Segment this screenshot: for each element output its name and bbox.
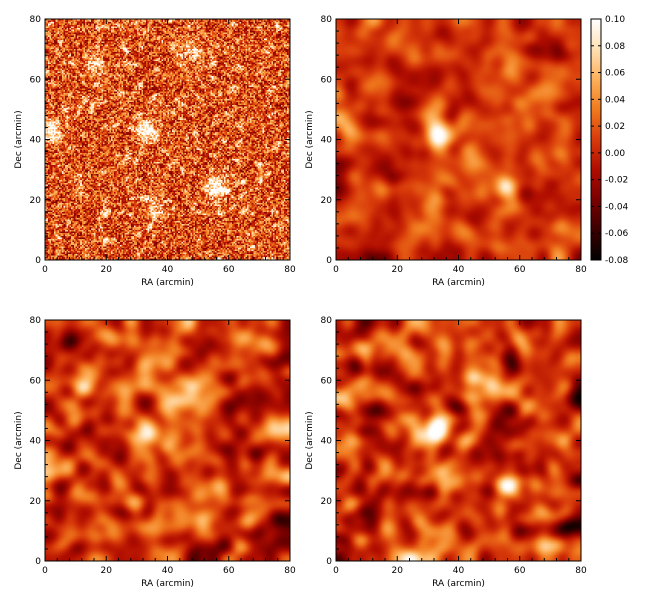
x-tick-label: 80 bbox=[575, 265, 587, 275]
map-panel-top-right: 0 20 40 60 80 0 20 40 60 80 RA (arcmin) Dec (arcmin… bbox=[305, 15, 587, 288]
y-tick-label: 60 bbox=[321, 75, 333, 85]
y-axis-label: Dec (arcmin) bbox=[305, 411, 315, 469]
map-image bbox=[336, 320, 581, 561]
y-tick-label: 60 bbox=[30, 376, 42, 386]
y-tick-label: 0 bbox=[35, 557, 41, 567]
y-tick-label: 40 bbox=[321, 437, 333, 447]
x-axis-label: RA (arcmin) bbox=[432, 278, 485, 288]
y-tick-label: 0 bbox=[35, 256, 41, 266]
y-tick-label: 40 bbox=[30, 136, 42, 146]
x-tick-label: 40 bbox=[162, 265, 174, 275]
y-tick-label: 20 bbox=[30, 196, 42, 206]
y-tick-label: 40 bbox=[30, 437, 42, 447]
y-axis-label: Dec (arcmin) bbox=[14, 110, 24, 168]
y-axis-label: Dec (arcmin) bbox=[305, 110, 315, 168]
colorbar-tick-label: 0.06 bbox=[605, 69, 625, 79]
x-tick-label: 40 bbox=[453, 566, 465, 576]
colorbar-tick-label: 0.04 bbox=[605, 95, 625, 105]
x-axis-label: RA (arcmin) bbox=[141, 278, 194, 288]
map-panel-top-left: 0 20 40 60 80 0 20 40 60 80 RA (arcmin) Dec (arcmin… bbox=[14, 15, 296, 288]
y-tick-label: 20 bbox=[321, 497, 333, 507]
x-tick-label: 20 bbox=[101, 566, 113, 576]
x-tick-label: 0 bbox=[333, 265, 339, 275]
x-tick-label: 20 bbox=[101, 265, 113, 275]
x-tick-label: 80 bbox=[284, 566, 296, 576]
x-tick-label: 80 bbox=[575, 566, 587, 576]
y-tick-label: 60 bbox=[30, 75, 42, 85]
y-tick-label: 20 bbox=[30, 497, 42, 507]
map-image bbox=[45, 19, 290, 260]
map-image bbox=[45, 320, 290, 561]
colorbar-tick-label: -0.02 bbox=[605, 176, 628, 186]
y-axis-label: Dec (arcmin) bbox=[14, 411, 24, 469]
x-tick-label: 20 bbox=[392, 566, 404, 576]
y-tick-label: 60 bbox=[321, 376, 333, 386]
colorbar-tick-label: 0.02 bbox=[605, 122, 625, 132]
colorbar-gradient bbox=[591, 19, 601, 260]
x-tick-label: 60 bbox=[223, 566, 235, 576]
colorbar-frame bbox=[590, 18, 602, 261]
x-tick-label: 0 bbox=[333, 566, 339, 576]
x-tick-label: 40 bbox=[453, 265, 465, 275]
x-tick-label: 60 bbox=[514, 265, 526, 275]
colorbar: 0.10 0.08 0.06 0.04 0.02 0.00 -0.02 -0.04 -0.06 -… bbox=[590, 15, 629, 266]
colorbar-tick-label: 0.10 bbox=[605, 15, 625, 25]
x-tick-label: 60 bbox=[223, 265, 235, 275]
colorbar-tick-label: -0.08 bbox=[605, 256, 629, 266]
x-tick-label: 40 bbox=[162, 566, 174, 576]
x-axis-label: RA (arcmin) bbox=[141, 579, 194, 589]
colorbar-tick-label: -0.06 bbox=[605, 229, 629, 239]
map-image bbox=[336, 19, 581, 260]
x-tick-label: 0 bbox=[42, 566, 48, 576]
y-tick-label: 80 bbox=[30, 316, 42, 326]
y-tick-label: 80 bbox=[321, 15, 333, 25]
map-panel-bottom-left: 0 20 40 60 80 0 20 40 60 80 RA (arcmin) Dec (arcmin… bbox=[14, 316, 296, 589]
colorbar-tick-label: -0.04 bbox=[605, 202, 629, 212]
y-tick-label: 80 bbox=[30, 15, 42, 25]
x-tick-label: 80 bbox=[284, 265, 296, 275]
y-tick-label: 20 bbox=[321, 196, 333, 206]
x-tick-label: 60 bbox=[514, 566, 526, 576]
colorbar-tick-label: 0.00 bbox=[605, 149, 625, 159]
y-tick-label: 0 bbox=[326, 256, 332, 266]
x-tick-label: 20 bbox=[392, 265, 404, 275]
y-tick-label: 80 bbox=[321, 316, 333, 326]
y-tick-label: 40 bbox=[321, 136, 333, 146]
x-axis-label: RA (arcmin) bbox=[432, 579, 485, 589]
x-tick-label: 0 bbox=[42, 265, 48, 275]
map-panel-bottom-right: 0 20 40 60 80 0 20 40 60 80 RA (arcmin) Dec (arcmin… bbox=[305, 316, 587, 589]
y-tick-label: 0 bbox=[326, 557, 332, 567]
colorbar-tick-label: 0.08 bbox=[605, 42, 625, 52]
